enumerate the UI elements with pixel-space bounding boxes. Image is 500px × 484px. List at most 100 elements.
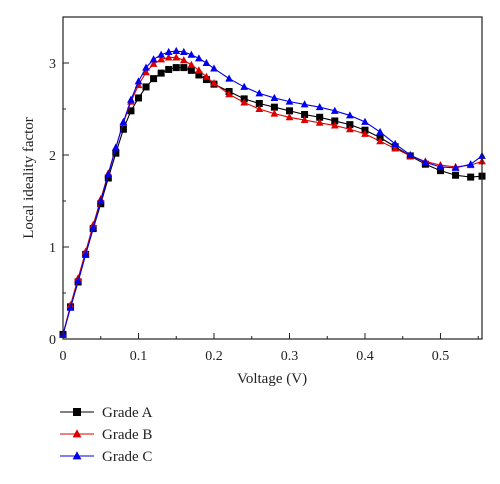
plot-frame [62, 16, 483, 340]
data-point [195, 66, 203, 74]
data-point [376, 137, 384, 145]
data-point [142, 63, 150, 71]
data-point [66, 303, 75, 311]
data-point [104, 170, 113, 178]
data-point [451, 163, 460, 171]
data-point [285, 97, 294, 105]
data-point [436, 167, 444, 175]
legend-label: Grade C [102, 449, 152, 465]
data-point [96, 196, 105, 204]
data-point [255, 99, 263, 107]
data-point [119, 117, 128, 125]
x-tick-label: 0.5 [432, 349, 450, 364]
legend-marker [72, 429, 82, 438]
data-point [330, 121, 339, 129]
data-point [127, 95, 135, 103]
data-point [172, 46, 181, 55]
x-tick-label: 0.2 [205, 349, 223, 364]
data-point [195, 71, 203, 79]
data-point [164, 47, 173, 55]
data-point [119, 125, 127, 133]
data-point [331, 117, 339, 125]
data-point [179, 47, 188, 55]
data-point [240, 98, 249, 106]
data-point [157, 55, 165, 63]
data-point [346, 111, 354, 119]
series-line [62, 50, 483, 335]
data-point [225, 90, 233, 98]
data-point [361, 129, 369, 137]
data-point [270, 103, 278, 111]
data-point [255, 104, 264, 112]
data-point [225, 74, 233, 82]
legend-item: Grade A [60, 405, 153, 421]
data-point [452, 171, 460, 179]
series-grade-a [59, 64, 486, 338]
data-point [406, 150, 415, 158]
legend: Grade A Grade B Grade C [60, 405, 153, 465]
data-point [89, 223, 98, 231]
data-point [466, 160, 475, 168]
y-tick-label: 3 [49, 57, 56, 72]
y-tick-label: 1 [49, 241, 56, 256]
legend-item: Grade C [60, 449, 152, 465]
legend-label: Grade B [102, 427, 152, 443]
data-point [187, 60, 196, 68]
series-grade-b [59, 53, 486, 338]
data-point [285, 113, 294, 121]
data-point [142, 83, 150, 91]
data-point [316, 113, 324, 121]
series-grade-c [59, 46, 486, 338]
data-point [187, 66, 195, 74]
data-point [164, 53, 173, 61]
data-point [240, 82, 249, 90]
data-point [74, 276, 82, 285]
data-point [180, 64, 188, 72]
data-point [315, 103, 324, 111]
data-point [436, 162, 445, 170]
data-point [172, 64, 180, 72]
data-point [172, 53, 181, 61]
data-point [346, 125, 354, 133]
y-axis-title: Local ideality factor [21, 117, 37, 239]
data-point [111, 143, 120, 151]
data-point [149, 55, 158, 63]
data-point [330, 106, 339, 114]
data-point [270, 93, 279, 101]
data-point [149, 59, 158, 67]
legend-item: Grade B [60, 427, 152, 443]
data-point [127, 107, 135, 115]
data-point [210, 79, 218, 87]
data-point [391, 144, 400, 152]
legend-marker [72, 451, 82, 460]
data-point [361, 117, 369, 125]
x-tick-label: 0.4 [356, 349, 374, 364]
data-point [391, 139, 400, 147]
data-point [421, 158, 430, 166]
y-tick-label: 0 [49, 333, 56, 348]
data-point [134, 77, 143, 85]
data-point [142, 68, 150, 76]
x-tick-label: 0.3 [281, 349, 299, 364]
data-point [150, 75, 158, 83]
data-point [195, 54, 203, 62]
data-point [165, 65, 173, 73]
data-point [157, 69, 165, 77]
data-point [157, 50, 165, 58]
data-point [210, 64, 218, 72]
data-point [346, 121, 354, 129]
data-point [300, 100, 309, 108]
data-point [81, 250, 90, 258]
data-point [270, 109, 279, 117]
data-point [179, 56, 188, 64]
x-tick-label: 0 [60, 349, 67, 364]
legend-label: Grade A [102, 405, 153, 421]
data-point [202, 72, 211, 80]
data-point [376, 127, 384, 135]
x-tick-label: 0.1 [130, 349, 148, 364]
data-point [285, 107, 293, 115]
data-point [112, 149, 120, 157]
data-point [301, 111, 309, 119]
